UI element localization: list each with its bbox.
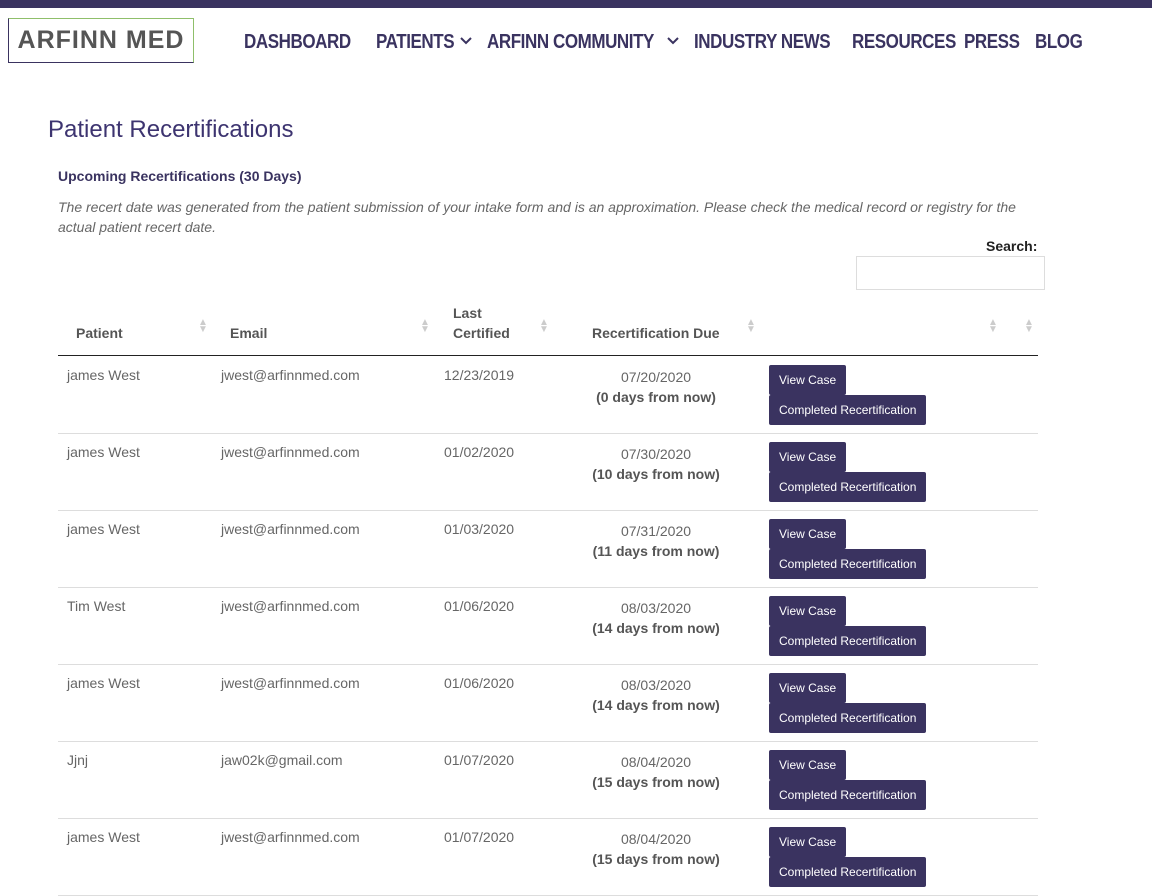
sort-icon[interactable]: ▲ ▼ (746, 317, 756, 335)
dropdown-chevron[interactable] (666, 28, 680, 56)
view-case-button[interactable]: View Case (769, 827, 847, 857)
recert-due: 08/03/2020 (14 days from now) (568, 598, 744, 638)
nav: DASHBOARD PATIENTS ARFINN COMMUNITY INDU… (244, 28, 1090, 56)
due-note: (10 days from now) (592, 466, 720, 482)
patient-name: james West (67, 367, 140, 383)
view-case-button[interactable]: View Case (769, 750, 847, 780)
complete-recert-button[interactable]: Completed Recertification (769, 626, 927, 656)
due-note: (15 days from now) (592, 851, 720, 867)
due-date: 07/20/2020 (620, 369, 692, 385)
recert-due: 08/04/2020 (15 days from now) (568, 829, 744, 869)
nav-item[interactable]: PATIENTS (375, 30, 455, 53)
due-date: 08/04/2020 (620, 831, 692, 847)
view-case-button[interactable]: View Case (769, 365, 847, 395)
sort-icon[interactable]: ▲ ▼ (1024, 317, 1034, 335)
logo[interactable]: ARFINN MED (8, 18, 194, 63)
column-header[interactable]: Last Certified (453, 305, 510, 341)
due-date: 08/03/2020 (620, 600, 692, 616)
patient-name: Jjnj (67, 752, 89, 768)
patient-name: james West (67, 675, 140, 691)
sort-icon[interactable]: ▲ ▼ (539, 317, 549, 335)
section-title: Upcoming Recertifications (30 Days) (58, 168, 302, 184)
due-note: (14 days from now) (592, 620, 720, 636)
recert-due: 07/30/2020 (10 days from now) (568, 444, 744, 484)
column-header[interactable]: Patient (76, 325, 123, 341)
recert-due: 07/31/2020 (11 days from now) (568, 521, 744, 561)
last-certified: 01/03/2020 (444, 521, 515, 537)
page-title: Patient Recertifications (48, 116, 294, 143)
due-note: (14 days from now) (592, 697, 720, 713)
nav-item[interactable]: INDUSTRY NEWS (693, 30, 831, 53)
nav-item[interactable]: DASHBOARD (244, 30, 351, 53)
patient-email: jwest@arfinnmed.com (221, 521, 360, 537)
table-row: Jjnj jaw02k@gmail.com 01/07/2020 08/04/2020… (58, 741, 1038, 819)
table-row: james West jwest@arfinnmed.com 01/03/2020 0… (58, 510, 1038, 588)
complete-recert-button[interactable]: Completed Recertification (769, 395, 927, 425)
complete-recert-button[interactable]: Completed Recertification (769, 857, 927, 887)
patient-email: jwest@arfinnmed.com (221, 367, 360, 383)
recert-due: 08/03/2020 (14 days from now) (568, 675, 744, 715)
search-label: Search: (986, 238, 1038, 254)
last-certified: 01/06/2020 (444, 598, 515, 614)
patient-name: james West (67, 444, 140, 460)
view-case-button[interactable]: View Case (769, 519, 847, 549)
nav-item[interactable]: ARFINN COMMUNITY (487, 30, 655, 53)
column-header[interactable]: Recertification Due (592, 325, 720, 341)
patient-name: Tim West (67, 598, 126, 614)
view-case-button[interactable]: View Case (769, 673, 847, 703)
complete-recert-button[interactable]: Completed Recertification (769, 472, 927, 502)
column-header[interactable]: Email (230, 325, 268, 341)
last-certified: 01/02/2020 (444, 444, 515, 460)
patient-email: jwest@arfinnmed.com (221, 829, 360, 845)
table-row: Tim West jwest@arfinnmed.com 01/06/2020 08/… (58, 587, 1038, 665)
due-date: 07/31/2020 (620, 523, 692, 539)
nav-item[interactable]: RESOURCES (852, 30, 956, 53)
table-row: james West jwest@arfinnmed.com 01/06/2020 0… (58, 664, 1038, 742)
last-certified: 01/07/2020 (444, 752, 515, 768)
complete-recert-button[interactable]: Completed Recertification (769, 703, 927, 733)
complete-recert-button[interactable]: Completed Recertification (769, 780, 927, 810)
last-certified: 01/07/2020 (444, 829, 515, 845)
last-certified: 01/06/2020 (444, 675, 515, 691)
sort-icon[interactable]: ▲ ▼ (420, 317, 430, 335)
table-row: james West jwest@arfinnmed.com 12/23/2019 0… (58, 356, 1038, 434)
table-row: james West jwest@arfinnmed.com 01/07/2020 0… (58, 818, 1038, 896)
complete-recert-button[interactable]: Completed Recertification (769, 549, 927, 579)
patient-email: jwest@arfinnmed.com (221, 598, 360, 614)
due-note: (0 days from now) (596, 389, 716, 405)
nav-item[interactable]: BLOG (1034, 30, 1083, 53)
patient-email: jwest@arfinnmed.com (221, 675, 360, 691)
nav-item[interactable]: PRESS (964, 30, 1020, 53)
note: The recert date was generated from the p… (58, 199, 1016, 235)
due-date: 07/30/2020 (620, 446, 692, 462)
table-header: Patient Email Last Certified Recertifica… (58, 300, 1038, 356)
table-row: james West jwest@arfinnmed.com 01/02/2020 0… (58, 433, 1038, 511)
top-bar (0, 0, 1152, 8)
sort-icon[interactable]: ▲ ▼ (198, 317, 208, 335)
search-input[interactable] (856, 256, 1045, 290)
recert-due: 08/04/2020 (15 days from now) (568, 752, 744, 792)
view-case-button[interactable]: View Case (769, 596, 847, 626)
due-date: 08/04/2020 (620, 754, 692, 770)
sort-icon[interactable]: ▲ ▼ (988, 317, 998, 335)
view-case-button[interactable]: View Case (769, 442, 847, 472)
patient-email: jwest@arfinnmed.com (221, 444, 360, 460)
patient-name: james West (67, 829, 140, 845)
dropdown-chevron[interactable] (459, 28, 473, 56)
due-note: (11 days from now) (592, 543, 720, 559)
due-date: 08/03/2020 (620, 677, 692, 693)
recert-due: 07/20/2020 (0 days from now) (568, 367, 744, 407)
last-certified: 12/23/2019 (444, 367, 515, 383)
patient-email: jaw02k@gmail.com (221, 752, 343, 768)
patient-name: james West (67, 521, 140, 537)
due-note: (15 days from now) (592, 774, 720, 790)
